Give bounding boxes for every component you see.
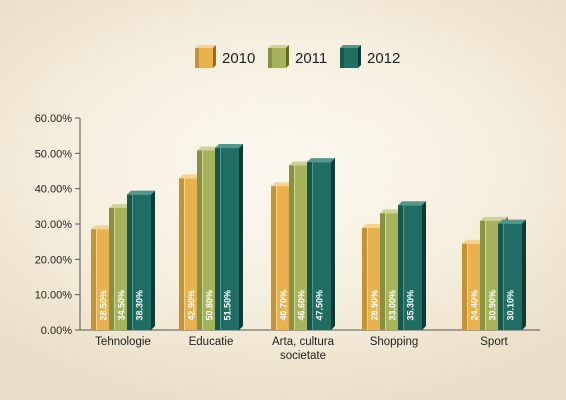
data-label: 24.40%	[469, 290, 479, 321]
x-tick-label: Sport	[480, 336, 508, 348]
bar-shade	[498, 223, 503, 330]
bar-shade	[289, 165, 294, 330]
data-label: 35.30%	[405, 290, 415, 321]
bar-shade	[271, 186, 276, 330]
bar-top	[398, 201, 426, 206]
data-label: 50.80%	[204, 290, 214, 321]
legend-swatch-shade	[195, 48, 199, 68]
bar-shade	[109, 208, 114, 330]
y-axis: 0.00% 10.00% 20.00% 30.00% 40.00% 50.00% 60.00…	[35, 113, 540, 337]
legend-swatch-shade	[340, 48, 344, 68]
bar	[498, 223, 522, 330]
legend-swatch	[268, 48, 286, 68]
y-tick-label: 60.00%	[35, 113, 73, 125]
bar-top	[498, 219, 526, 224]
bar-shade	[362, 227, 367, 330]
legend-swatch-top	[195, 45, 216, 48]
y-tick-label: 20.00%	[35, 254, 73, 266]
bar-group: 40.70% 46.60% 47.50%	[271, 158, 335, 330]
data-label: 42.90%	[186, 290, 196, 321]
bar-side	[522, 219, 526, 330]
bar	[127, 194, 151, 330]
y-tick-label: 0.00%	[41, 325, 72, 337]
x-tick-label: Tehnologie	[95, 336, 151, 348]
data-label: 34.50%	[116, 290, 126, 321]
x-tick-label: Educatie	[189, 336, 234, 348]
bar-shade	[179, 178, 184, 330]
bar-shade	[215, 148, 220, 330]
bar-shade	[462, 243, 467, 330]
legend-swatch-shade	[268, 48, 272, 68]
data-label: 28.90%	[369, 290, 379, 321]
y-tick-label: 10.00%	[35, 290, 73, 302]
legend-swatch	[340, 48, 358, 68]
legend-swatch-side	[213, 45, 216, 68]
legend-label: 2010	[222, 50, 255, 67]
bar	[398, 205, 422, 330]
y-tick-label: 50.00%	[35, 148, 73, 160]
x-tick-label: societate	[280, 350, 326, 362]
bar-shade	[307, 162, 312, 330]
bar-shade	[380, 213, 385, 330]
data-label: 38.30%	[134, 290, 144, 321]
bar-top	[215, 144, 243, 149]
legend-swatch	[195, 48, 213, 68]
bar-shade	[197, 150, 202, 330]
bar-top	[127, 190, 155, 195]
legend-item: 2010	[195, 45, 255, 68]
bar-group: 42.90% 50.80% 51.50%	[179, 144, 243, 330]
legend-swatch-top	[340, 45, 361, 48]
x-tick-label: Arta, cultura	[272, 336, 335, 348]
data-label: 33.00%	[387, 290, 397, 321]
bar	[307, 162, 331, 330]
bar-side	[239, 144, 243, 330]
data-label: 28.50%	[98, 290, 108, 321]
data-label: 30.90%	[487, 290, 497, 321]
bar-shade	[480, 220, 485, 330]
data-label: 51.50%	[222, 290, 232, 321]
y-tick-label: 40.00%	[35, 184, 73, 196]
legend-swatch-side	[358, 45, 361, 68]
x-tick-label: Shopping	[370, 336, 419, 348]
bar-side	[331, 158, 335, 330]
bar-group: 24.40% 30.90% 30.10%	[462, 216, 526, 330]
bar-group: 28.50% 34.50% 38.30%	[91, 190, 155, 330]
bar-group: 28.90% 33.00% 35.30%	[362, 201, 426, 330]
data-label: 47.50%	[314, 290, 324, 321]
chart-legend: 2010 2011 2012	[195, 45, 400, 68]
bar-shade	[127, 194, 132, 330]
legend-label: 2011	[295, 50, 327, 67]
bar-shade	[398, 205, 403, 330]
bar-side	[422, 201, 426, 330]
data-label: 46.60%	[296, 290, 306, 321]
y-tick-label: 30.00%	[35, 219, 73, 231]
legend-item: 2011	[268, 45, 327, 68]
legend-swatch-top	[268, 45, 289, 48]
x-axis-labels: Tehnologie Educatie Arta, cultura societate…	[95, 336, 508, 362]
bar-side	[151, 190, 155, 330]
legend-label: 2012	[367, 50, 400, 67]
bars: 28.50% 34.50% 38.30% 42.90% 50.80% 51.50% 40.7…	[91, 144, 526, 330]
legend-swatch-side	[286, 45, 289, 68]
legend-item: 2012	[340, 45, 400, 68]
data-label: 40.70%	[278, 290, 288, 321]
bar-shade	[91, 229, 96, 330]
data-label: 30.10%	[505, 290, 515, 321]
bar	[215, 148, 239, 330]
bar-top	[480, 216, 508, 221]
bar-top	[307, 158, 335, 163]
